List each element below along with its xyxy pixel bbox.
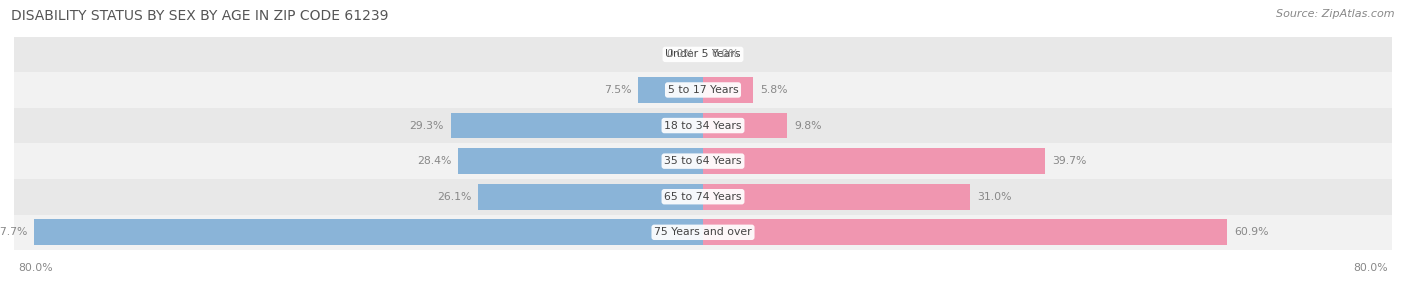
Text: 80.0%: 80.0% <box>18 263 53 273</box>
Bar <box>14 108 1392 143</box>
Bar <box>478 184 703 210</box>
Text: 60.9%: 60.9% <box>1234 227 1268 237</box>
Text: 5 to 17 Years: 5 to 17 Years <box>668 85 738 95</box>
Text: 9.8%: 9.8% <box>794 120 821 131</box>
Bar <box>703 220 1227 245</box>
Bar <box>14 37 1392 72</box>
Text: 29.3%: 29.3% <box>409 120 444 131</box>
Text: 65 to 74 Years: 65 to 74 Years <box>664 192 742 202</box>
Text: Under 5 Years: Under 5 Years <box>665 49 741 59</box>
Text: 31.0%: 31.0% <box>977 192 1011 202</box>
Text: 18 to 34 Years: 18 to 34 Years <box>664 120 742 131</box>
Text: 75 Years and over: 75 Years and over <box>654 227 752 237</box>
Bar <box>14 143 1392 179</box>
Bar <box>34 220 703 245</box>
Text: Source: ZipAtlas.com: Source: ZipAtlas.com <box>1277 9 1395 19</box>
Bar <box>638 77 703 103</box>
Bar <box>703 113 787 138</box>
Text: 0.0%: 0.0% <box>666 49 695 59</box>
Legend: Male, Female: Male, Female <box>643 303 763 305</box>
Bar <box>458 148 703 174</box>
Text: 77.7%: 77.7% <box>0 227 27 237</box>
Text: 80.0%: 80.0% <box>1353 263 1388 273</box>
Text: DISABILITY STATUS BY SEX BY AGE IN ZIP CODE 61239: DISABILITY STATUS BY SEX BY AGE IN ZIP C… <box>11 9 388 23</box>
Text: 7.5%: 7.5% <box>605 85 631 95</box>
Bar <box>703 77 754 103</box>
Text: 26.1%: 26.1% <box>437 192 471 202</box>
Bar <box>14 72 1392 108</box>
Bar <box>14 179 1392 214</box>
Text: 5.8%: 5.8% <box>759 85 787 95</box>
Text: 35 to 64 Years: 35 to 64 Years <box>664 156 742 166</box>
Text: 39.7%: 39.7% <box>1052 156 1087 166</box>
Text: 28.4%: 28.4% <box>418 156 451 166</box>
Text: 0.0%: 0.0% <box>711 49 740 59</box>
Bar <box>14 214 1392 250</box>
Bar <box>451 113 703 138</box>
Bar <box>703 148 1045 174</box>
Bar <box>703 184 970 210</box>
